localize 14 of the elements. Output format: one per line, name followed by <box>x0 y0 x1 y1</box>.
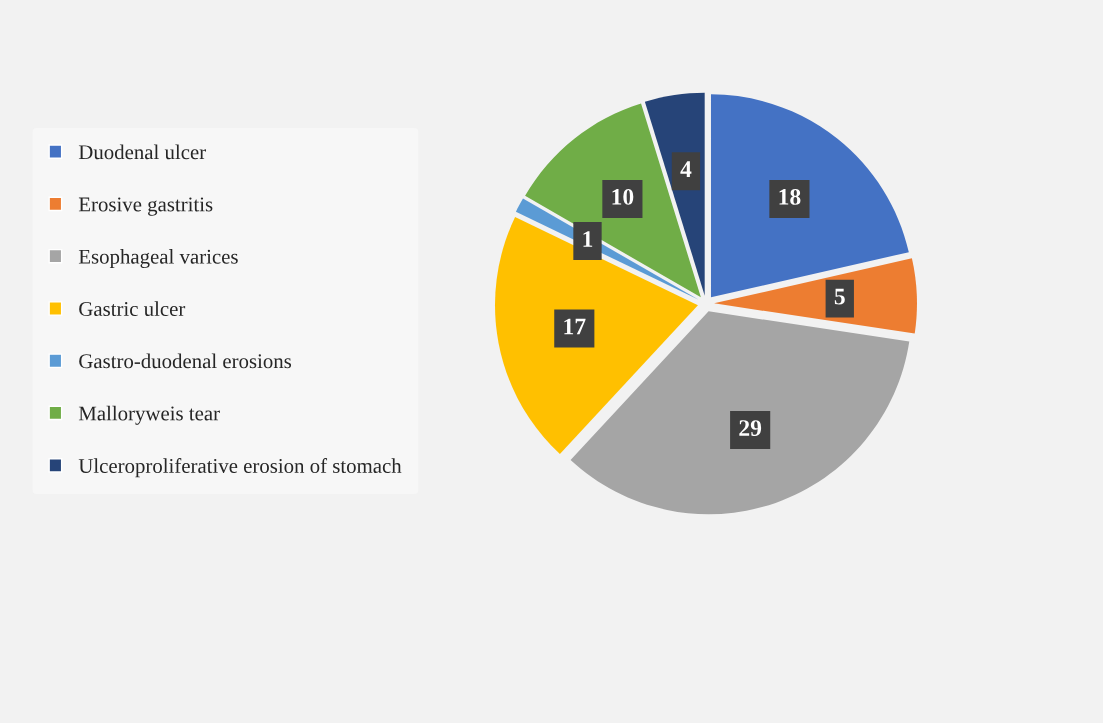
legend-label: Erosive gastritis <box>78 197 213 216</box>
legend-label: Gastro-duodenal erosions <box>79 353 292 369</box>
data-label: 10 <box>612 188 634 205</box>
legend-label: Malloryweis tear <box>78 405 220 425</box>
data-label: 29 <box>739 420 762 436</box>
data-label: 18 <box>779 188 801 205</box>
data-label: 5 <box>834 288 845 305</box>
data-label: 1 <box>583 231 593 247</box>
data-label: 17 <box>564 318 586 335</box>
legend-label: Ulceroproliferative erosion of stomach <box>78 458 402 478</box>
legend-label: Esophageal varices <box>78 249 238 269</box>
data-label: 4 <box>680 161 692 177</box>
legend-label: Gastric ulcer <box>79 301 186 317</box>
legend-label: Duodenal ulcer <box>78 144 206 160</box>
